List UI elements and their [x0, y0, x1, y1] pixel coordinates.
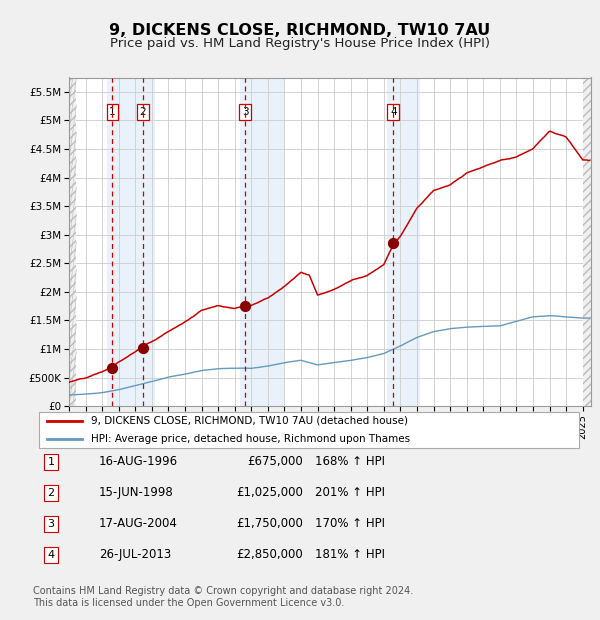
Text: 17-AUG-2004: 17-AUG-2004 [99, 518, 178, 530]
Text: 2: 2 [47, 488, 55, 498]
Text: 201% ↑ HPI: 201% ↑ HPI [315, 487, 385, 499]
Text: 4: 4 [390, 107, 397, 117]
Text: 3: 3 [242, 107, 248, 117]
Text: 3: 3 [47, 519, 55, 529]
Text: 168% ↑ HPI: 168% ↑ HPI [315, 456, 385, 468]
Text: £1,025,000: £1,025,000 [236, 487, 303, 499]
Text: Contains HM Land Registry data © Crown copyright and database right 2024.
This d: Contains HM Land Registry data © Crown c… [33, 586, 413, 608]
Point [107, 363, 117, 373]
Text: 9, DICKENS CLOSE, RICHMOND, TW10 7AU: 9, DICKENS CLOSE, RICHMOND, TW10 7AU [109, 23, 491, 38]
Text: 16-AUG-1996: 16-AUG-1996 [99, 456, 178, 468]
Text: Price paid vs. HM Land Registry's House Price Index (HPI): Price paid vs. HM Land Registry's House … [110, 37, 490, 50]
Bar [107, 78, 155, 406]
Text: 2: 2 [140, 107, 146, 117]
Text: HPI: Average price, detached house, Richmond upon Thames: HPI: Average price, detached house, Rich… [91, 435, 410, 445]
Point [388, 238, 398, 248]
Bar [583, 78, 591, 406]
Text: 1: 1 [47, 457, 55, 467]
Text: 1: 1 [109, 107, 116, 117]
FancyBboxPatch shape [39, 412, 579, 448]
Text: 9, DICKENS CLOSE, RICHMOND, TW10 7AU (detached house): 9, DICKENS CLOSE, RICHMOND, TW10 7AU (de… [91, 415, 407, 425]
Point [138, 343, 148, 353]
Text: £1,750,000: £1,750,000 [236, 518, 303, 530]
Text: 170% ↑ HPI: 170% ↑ HPI [315, 518, 385, 530]
Text: 4: 4 [47, 550, 55, 560]
Bar [387, 78, 421, 406]
Text: £675,000: £675,000 [247, 456, 303, 468]
Text: 181% ↑ HPI: 181% ↑ HPI [315, 549, 385, 561]
Bar [69, 78, 76, 406]
Bar [239, 78, 284, 406]
Text: 15-JUN-1998: 15-JUN-1998 [99, 487, 174, 499]
Text: 26-JUL-2013: 26-JUL-2013 [99, 549, 171, 561]
Point [241, 301, 250, 311]
Text: £2,850,000: £2,850,000 [236, 549, 303, 561]
